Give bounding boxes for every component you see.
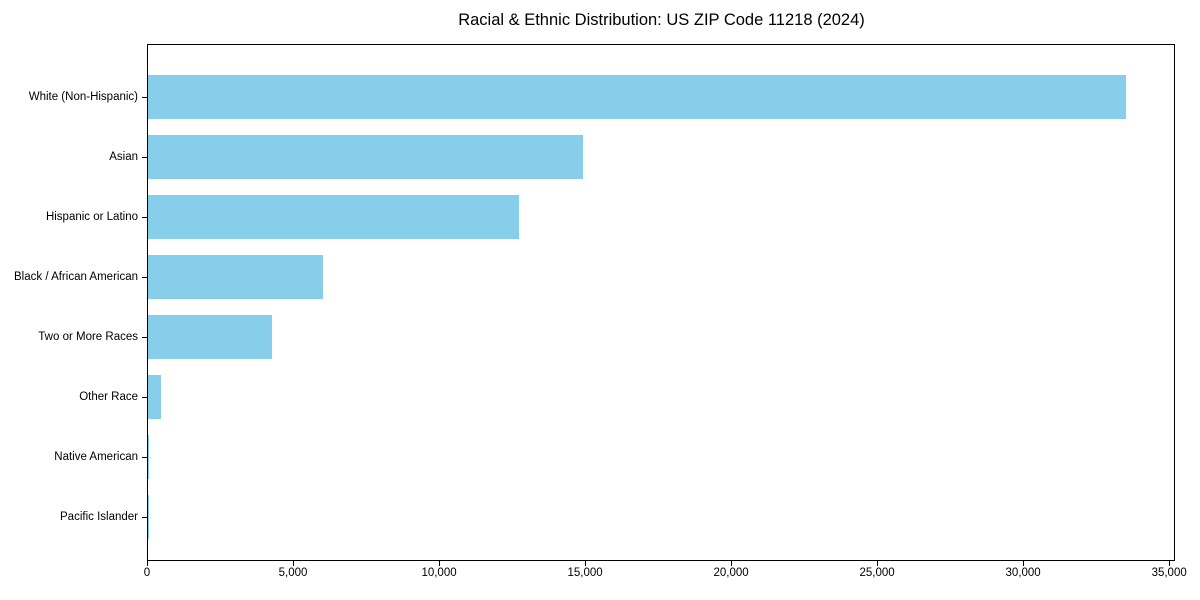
bar	[148, 194, 519, 239]
y-tick-label: Pacific Islander	[60, 510, 138, 523]
y-tick-label: Two or More Races	[38, 330, 138, 343]
x-tick-label: 5,000	[278, 567, 308, 579]
x-tick-label: 25,000	[859, 567, 895, 579]
x-tick-mark	[585, 561, 587, 566]
bar	[148, 134, 584, 179]
y-tick-mark	[142, 156, 147, 158]
y-tick-mark	[142, 336, 147, 338]
y-tick-mark	[142, 396, 147, 398]
y-tick-mark	[142, 96, 147, 98]
x-tick-mark	[731, 561, 733, 566]
x-tick-label: 20,000	[713, 567, 749, 579]
x-tick-label: 0	[143, 567, 151, 579]
y-tick-label: Black / African American	[14, 270, 138, 283]
y-tick-mark	[142, 216, 147, 218]
x-tick-mark	[439, 561, 441, 566]
y-tick-label: Hispanic or Latino	[45, 210, 138, 223]
plot-area	[147, 44, 1175, 561]
chart-title: Racial & Ethnic Distribution: US ZIP Cod…	[458, 11, 865, 29]
bar	[148, 374, 162, 419]
y-tick-label: Asian	[109, 150, 138, 163]
bar	[148, 314, 272, 359]
y-tick-mark	[142, 276, 147, 278]
y-tick-label: Native American	[54, 450, 138, 463]
x-tick-label: 10,000	[421, 567, 457, 579]
bar	[148, 494, 149, 539]
x-tick-mark	[877, 561, 879, 566]
bar	[148, 434, 150, 479]
y-tick-mark	[142, 456, 147, 458]
bar	[148, 254, 324, 299]
y-tick-label: Other Race	[79, 390, 138, 403]
y-tick-label: White (Non-Hispanic)	[28, 90, 138, 103]
x-tick-label: 30,000	[1005, 567, 1041, 579]
x-tick-label: 35,000	[1151, 567, 1187, 579]
x-tick-mark	[293, 561, 295, 566]
x-tick-mark	[1023, 561, 1025, 566]
x-tick-label: 15,000	[567, 567, 603, 579]
y-tick-mark	[142, 516, 147, 518]
bar	[148, 74, 1127, 119]
x-tick-mark	[147, 561, 148, 566]
x-tick-mark	[1169, 561, 1171, 566]
